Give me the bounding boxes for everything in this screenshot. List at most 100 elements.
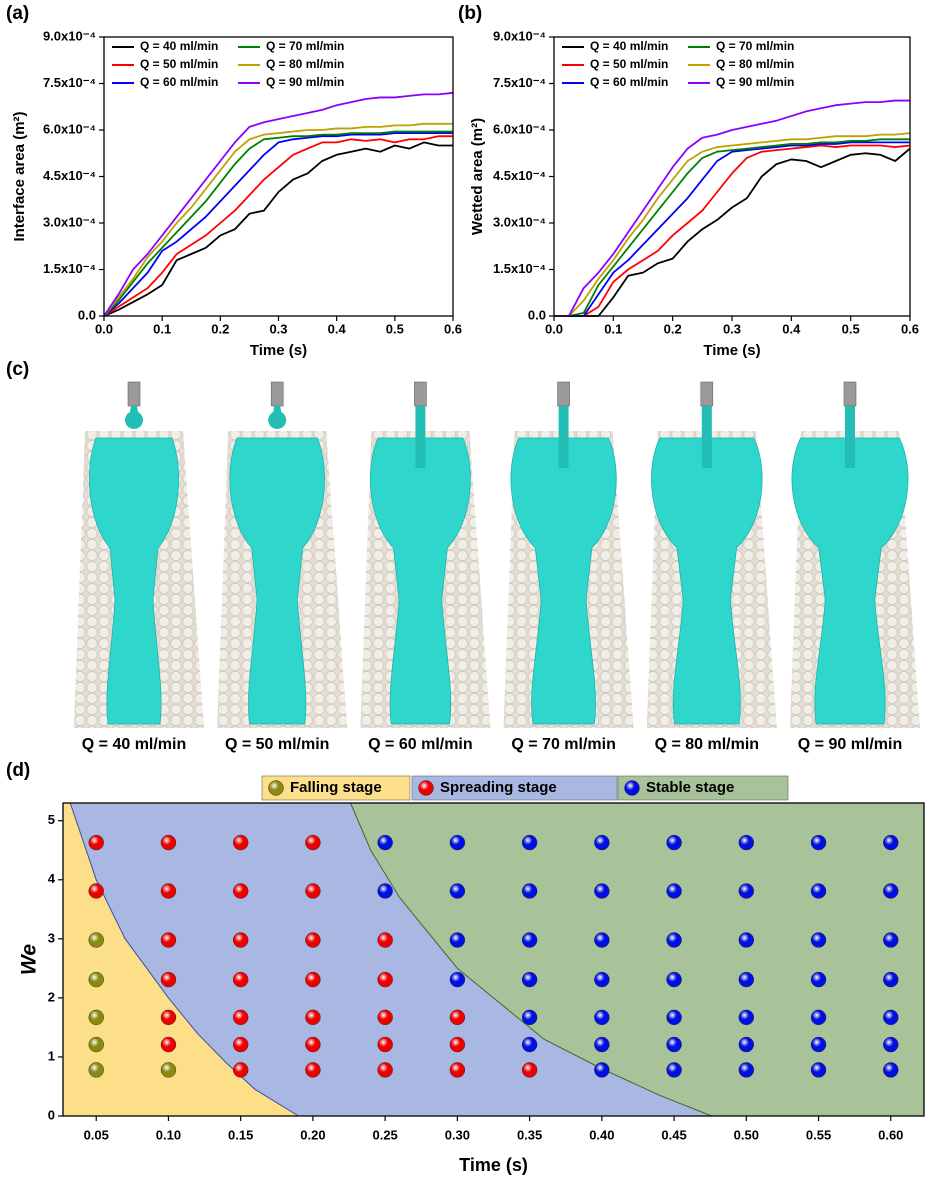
data-point [521, 883, 538, 899]
data-point [594, 883, 610, 899]
liquid-jet [558, 406, 569, 468]
data-point [810, 1009, 827, 1026]
data-point [738, 1062, 755, 1078]
legend-label: Falling stage [290, 779, 382, 796]
x-tick-label: 0.55 [806, 1127, 831, 1142]
x-tick-label: 0.6 [901, 321, 919, 336]
y-axis-title: Wetted area (m²) [469, 118, 486, 235]
legend-marker [418, 780, 434, 796]
legend-label: Q = 40 ml/min [590, 39, 668, 53]
data-point [377, 834, 393, 851]
snapshot: Q = 70 ml/min [503, 381, 634, 753]
data-point [666, 883, 682, 899]
liquid-film [510, 437, 617, 725]
data-line [554, 147, 911, 317]
legend-marker [268, 780, 284, 796]
x-axis-title: Time (s) [459, 1155, 528, 1175]
data-point [666, 1036, 682, 1053]
y-tick-label: 6.0x10⁻⁴ [493, 121, 546, 136]
y-tick-label: 1 [48, 1048, 55, 1063]
y-tick-label: 0.0 [528, 307, 546, 322]
legend-label: Q = 50 ml/min [140, 57, 218, 71]
data-point [232, 834, 249, 851]
snapshot: Q = 80 ml/min [646, 381, 777, 753]
x-tick-label: 0.30 [445, 1127, 470, 1142]
data-point [160, 1062, 177, 1078]
droplet [268, 406, 287, 430]
data-line [103, 132, 453, 317]
stage-region [350, 803, 925, 1116]
data-point [594, 932, 610, 948]
plot-frame [103, 36, 454, 317]
data-point [810, 971, 827, 988]
nozzle [414, 381, 427, 407]
data-point [305, 1036, 321, 1053]
x-tick-label: 0.05 [84, 1127, 109, 1142]
data-point [738, 1009, 755, 1026]
nozzle [557, 381, 570, 407]
legend-marker [624, 780, 640, 796]
data-point [232, 1009, 249, 1026]
y-tick-label: 0 [48, 1107, 55, 1122]
data-point [594, 1062, 610, 1078]
data-point [738, 1036, 755, 1053]
liquid-film [651, 437, 763, 725]
x-tick-label: 0.0 [545, 321, 563, 336]
data-point [232, 1062, 249, 1078]
data-line [103, 91, 454, 317]
y-tick-label: 9.0x10⁻⁴ [493, 28, 546, 43]
snapshot-caption: Q = 90 ml/min [798, 736, 902, 753]
data-point [160, 1009, 177, 1026]
x-tick-label: 0.4 [328, 321, 347, 336]
y-tick-label: 6.0x10⁻⁴ [43, 121, 96, 136]
droplet [125, 406, 143, 430]
y-tick-label: 0.0 [78, 307, 96, 322]
legend-label: Q = 60 ml/min [590, 75, 668, 89]
liquid-jet [845, 406, 855, 468]
legend-label: Q = 80 ml/min [266, 57, 344, 71]
nozzle [270, 381, 284, 407]
data-point [594, 834, 610, 851]
panel-label: (b) [458, 3, 482, 24]
legend-label: Q = 90 ml/min [716, 75, 794, 89]
data-point [160, 1036, 177, 1053]
data-point [810, 1062, 827, 1078]
data-point [666, 1009, 682, 1026]
stage-boundary [350, 802, 712, 1117]
x-tick-label: 0.20 [300, 1127, 325, 1142]
data-point [88, 971, 104, 988]
legend-box [261, 775, 411, 801]
y-tick-label: 3 [48, 930, 55, 945]
x-tick-label: 0.3 [269, 321, 287, 336]
x-tick-label: 0.1 [153, 321, 171, 336]
snapshot-caption: Q = 70 ml/min [511, 736, 615, 753]
data-point [666, 834, 682, 851]
y-tick-label: 7.5x10⁻⁴ [493, 75, 546, 90]
legend-label: Q = 90 ml/min [266, 75, 344, 89]
y-tick-label: 1.5x10⁻⁴ [43, 261, 96, 276]
data-point [521, 1062, 538, 1078]
y-tick-label: 3.0x10⁻⁴ [43, 214, 96, 229]
data-point [883, 932, 899, 948]
legend-label: Q = 70 ml/min [716, 39, 794, 53]
data-point [449, 1009, 466, 1026]
data-point [883, 883, 899, 899]
data-point [883, 1009, 899, 1026]
panel-label: (a) [6, 3, 29, 24]
data-point [305, 932, 321, 948]
data-line [103, 135, 453, 317]
y-tick-label: 4.5x10⁻⁴ [43, 168, 96, 183]
y-tick-label: 1.5x10⁻⁴ [493, 261, 546, 276]
snapshot-caption: Q = 60 ml/min [368, 736, 472, 753]
liquid-film [88, 437, 180, 725]
snapshot-caption: Q = 40 ml/min [82, 736, 186, 753]
y-tick-label: 9.0x10⁻⁴ [43, 28, 96, 43]
y-tick-label: 5 [48, 812, 55, 827]
data-point [883, 834, 899, 851]
x-tick-label: 0.2 [664, 321, 682, 336]
data-point [883, 1062, 899, 1078]
liquid-film [229, 437, 325, 725]
data-point [88, 1009, 104, 1026]
x-tick-label: 0.6 [444, 321, 462, 336]
